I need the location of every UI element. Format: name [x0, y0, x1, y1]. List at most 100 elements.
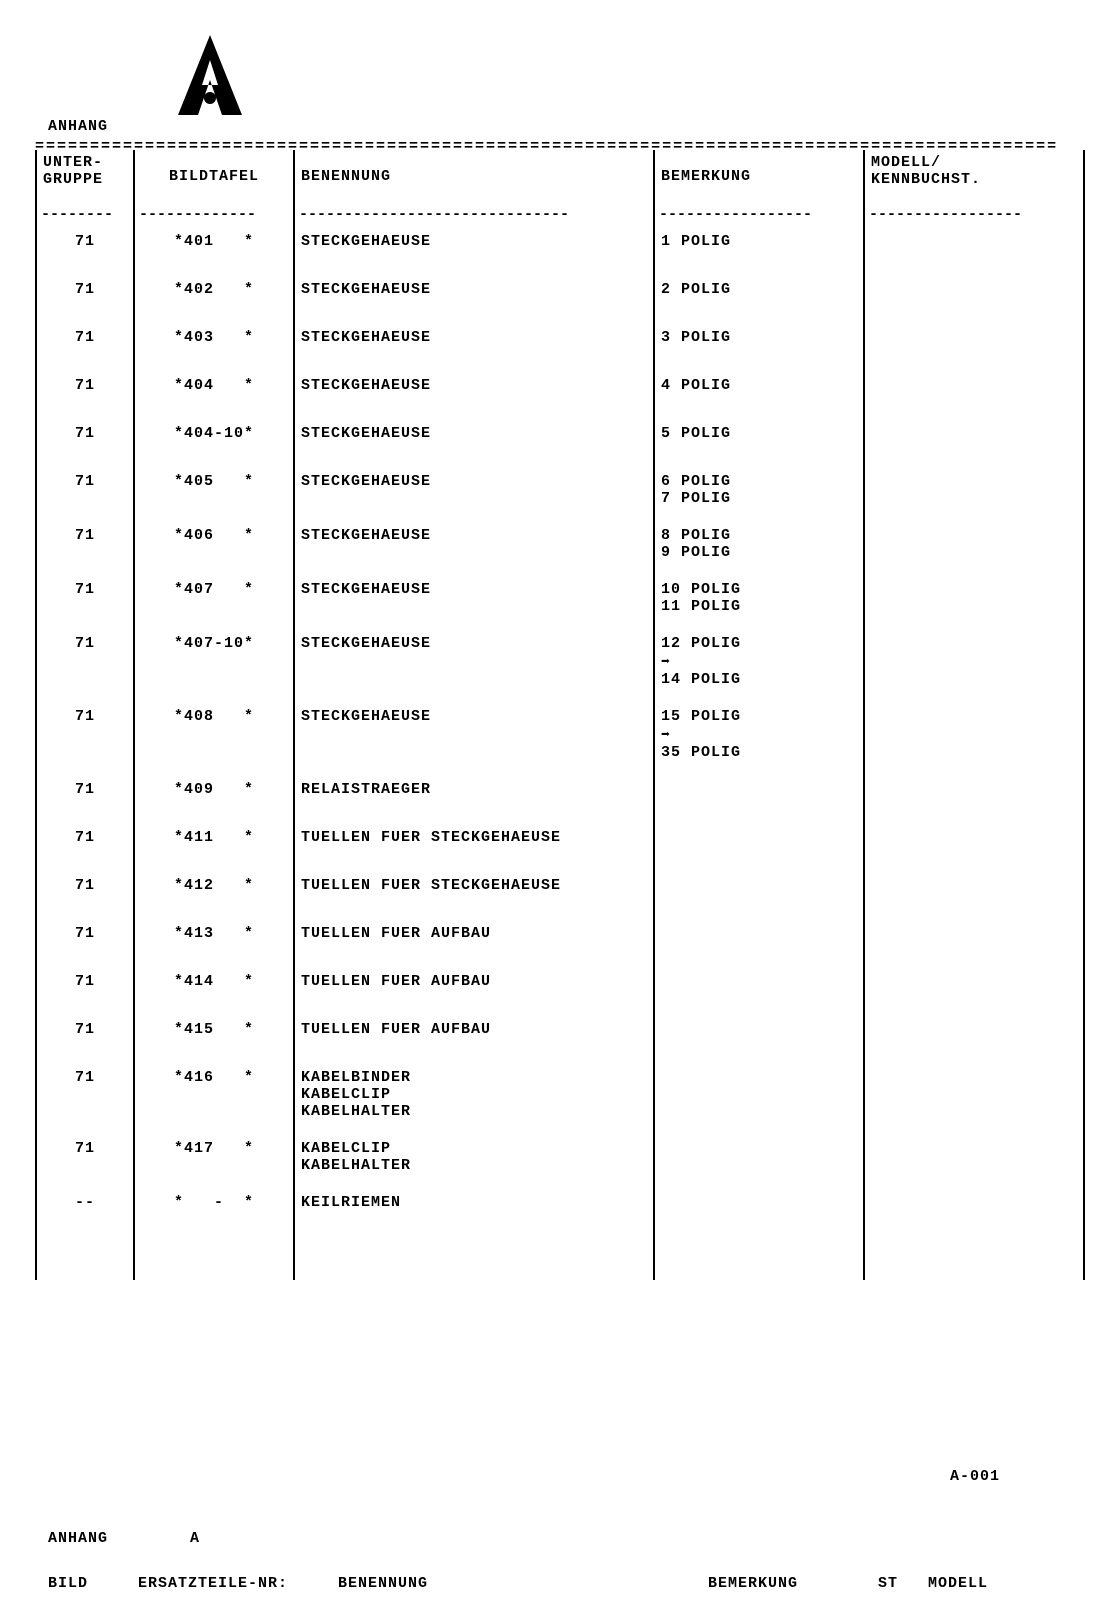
cell-ben: STECKGEHAEUSE [295, 415, 655, 463]
col-benennung: BENENNUNG [295, 150, 655, 206]
cell-mk [865, 271, 1085, 319]
parts-table: UNTER- GRUPPE BILDTAFEL BENENNUNG BEMERK… [35, 150, 1085, 1280]
table-header-row: UNTER- GRUPPE BILDTAFEL BENENNUNG BEMERK… [35, 150, 1085, 206]
col-modell: MODELL/ KENNBUCHST. [865, 150, 1085, 206]
footer-bild: BILD [48, 1575, 138, 1592]
table-row: 71*411 *TUELLEN FUER STECKGEHAEUSE [35, 819, 1085, 867]
cell-ben: TUELLEN FUER AUFBAU [295, 1011, 655, 1059]
col-label: BENENNUNG [301, 168, 391, 185]
cell-bem [655, 819, 865, 867]
cell-bt: *405 * [135, 463, 295, 517]
cell-ben: TUELLEN FUER STECKGEHAEUSE [295, 867, 655, 915]
table-row: 71*407 *STECKGEHAEUSE10 POLIG 11 POLIG [35, 571, 1085, 625]
cell-ug: -- [35, 1184, 135, 1232]
table-body: 71*401 *STECKGEHAEUSE1 POLIG71*402 *STEC… [35, 223, 1085, 1280]
col-bemerkung: BEMERKUNG [655, 150, 865, 206]
cell-bem [655, 771, 865, 819]
cell-bem: 8 POLIG 9 POLIG [655, 517, 865, 571]
cell-ben: STECKGEHAEUSE [295, 271, 655, 319]
table-row: 71*404 *STECKGEHAEUSE4 POLIG [35, 367, 1085, 415]
cell-bt: *406 * [135, 517, 295, 571]
cell-mk [865, 1130, 1085, 1184]
col-untergruppe: UNTER- GRUPPE [35, 150, 135, 206]
cell-ug: 71 [35, 698, 135, 771]
cell-ug: 71 [35, 415, 135, 463]
cell-bt: *409 * [135, 771, 295, 819]
cell-ug: 71 [35, 271, 135, 319]
cell-bt [135, 1232, 295, 1280]
cell-bt: *407 * [135, 571, 295, 625]
cell-bt: *408 * [135, 698, 295, 771]
cell-bt: *414 * [135, 963, 295, 1011]
cell-ug: 71 [35, 915, 135, 963]
cell-ben: KABELCLIP KABELHALTER [295, 1130, 655, 1184]
table-row: 71*404-10*STECKGEHAEUSE5 POLIG [35, 415, 1085, 463]
cell-ug: 71 [35, 367, 135, 415]
logo-icon [170, 30, 250, 125]
dashed-separator: -------- ------------- -----------------… [35, 206, 1085, 223]
cell-mk [865, 1059, 1085, 1130]
col-label: BEMERKUNG [661, 168, 751, 185]
table-row: 71*409 *RELAISTRAEGER [35, 771, 1085, 819]
cell-mk [865, 963, 1085, 1011]
page-code: A-001 [950, 1468, 1000, 1485]
cell-mk [865, 1184, 1085, 1232]
cell-mk [865, 1011, 1085, 1059]
table-row [35, 1232, 1085, 1280]
footer-columns: BILD ERSATZTEILE-NR: BENENNUNG BEMERKUNG… [48, 1575, 988, 1592]
cell-bem [655, 1130, 865, 1184]
cell-ug: 71 [35, 463, 135, 517]
cell-bem: 10 POLIG 11 POLIG [655, 571, 865, 625]
cell-bt: *415 * [135, 1011, 295, 1059]
cell-bem: 12 POLIG ➡ 14 POLIG [655, 625, 865, 698]
cell-ben: KEILRIEMEN [295, 1184, 655, 1232]
cell-bt: *404 * [135, 367, 295, 415]
footer-modell: MODELL [928, 1575, 988, 1592]
footer-title: ANHANG [48, 1530, 108, 1547]
table-row: --* - *KEILRIEMEN [35, 1184, 1085, 1232]
cell-bem: 5 POLIG [655, 415, 865, 463]
cell-mk [865, 463, 1085, 517]
cell-bem [655, 1011, 865, 1059]
col-bildtafel: BILDTAFEL [135, 150, 295, 206]
cell-bem: 6 POLIG 7 POLIG [655, 463, 865, 517]
cell-ug: 71 [35, 319, 135, 367]
cell-ug [35, 1232, 135, 1280]
cell-ben: STECKGEHAEUSE [295, 571, 655, 625]
table-row: 71*402 *STECKGEHAEUSE2 POLIG [35, 271, 1085, 319]
page-title: ANHANG [48, 118, 108, 135]
cell-bem [655, 1059, 865, 1130]
cell-ben: STECKGEHAEUSE [295, 319, 655, 367]
table-row: 71*406 *STECKGEHAEUSE8 POLIG 9 POLIG [35, 517, 1085, 571]
table-row: 71*415 *TUELLEN FUER AUFBAU [35, 1011, 1085, 1059]
cell-ben: STECKGEHAEUSE [295, 517, 655, 571]
dash-cell: ------------------------------ [295, 206, 655, 223]
table-row: 71*417 *KABELCLIP KABELHALTER [35, 1130, 1085, 1184]
cell-ben: TUELLEN FUER AUFBAU [295, 963, 655, 1011]
footer-bemerkung: BEMERKUNG [708, 1575, 878, 1592]
cell-bt: *404-10* [135, 415, 295, 463]
cell-ug: 71 [35, 819, 135, 867]
cell-ug: 71 [35, 571, 135, 625]
cell-bt: *401 * [135, 223, 295, 271]
cell-ug: 71 [35, 1130, 135, 1184]
cell-mk [865, 517, 1085, 571]
footer-benennung: BENENNUNG [338, 1575, 708, 1592]
cell-ug: 71 [35, 517, 135, 571]
cell-bem: 2 POLIG [655, 271, 865, 319]
cell-bem [655, 963, 865, 1011]
table-row: 71*412 *TUELLEN FUER STECKGEHAEUSE [35, 867, 1085, 915]
cell-ben: STECKGEHAEUSE [295, 463, 655, 517]
cell-bt: *416 * [135, 1059, 295, 1130]
table-row: 71*401 *STECKGEHAEUSE1 POLIG [35, 223, 1085, 271]
dash-cell: -------- [35, 206, 135, 223]
cell-ben [295, 1232, 655, 1280]
col-label: KENNBUCHST. [871, 171, 981, 188]
cell-mk [865, 698, 1085, 771]
cell-ben: TUELLEN FUER AUFBAU [295, 915, 655, 963]
col-label: GRUPPE [43, 171, 103, 188]
footer-st: ST [878, 1575, 928, 1592]
cell-bt: *413 * [135, 915, 295, 963]
cell-ben: STECKGEHAEUSE [295, 698, 655, 771]
dash-cell: ----------------- [655, 206, 865, 223]
